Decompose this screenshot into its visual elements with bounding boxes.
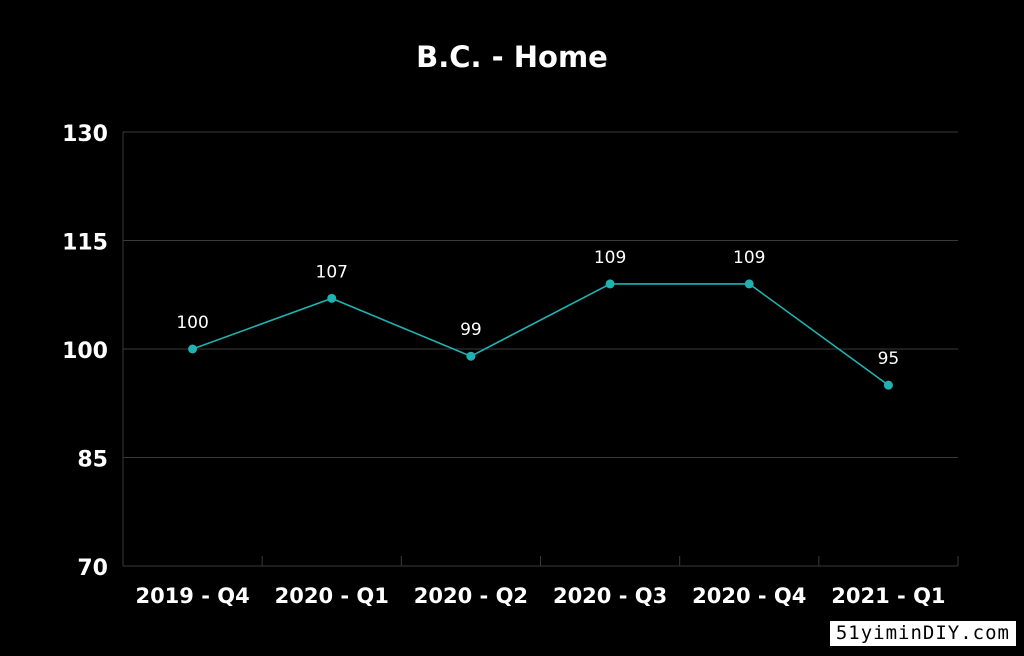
x-tick-label: 2020 - Q1: [275, 584, 389, 608]
y-tick-label: 100: [62, 339, 108, 364]
x-tick-label: 2020 - Q4: [692, 584, 806, 608]
x-tick-label: 2020 - Q2: [414, 584, 528, 608]
y-tick-labels: 70 85 100 115 130: [62, 122, 108, 581]
data-point: [188, 344, 198, 354]
data-label: 99: [460, 320, 482, 340]
watermark: 51yiminDIY.com: [829, 621, 1016, 646]
data-points: [188, 279, 893, 390]
y-tick-label: 85: [77, 448, 108, 473]
data-label: 95: [878, 349, 900, 369]
series-line: [192, 283, 889, 386]
x-tick-label: 2020 - Q3: [553, 584, 667, 608]
x-tick-label: 2021 - Q1: [831, 584, 945, 608]
gridlines: [123, 131, 958, 458]
data-point: [883, 380, 893, 390]
axes: [122, 132, 959, 567]
y-tick-label: 70: [77, 556, 108, 581]
data-point: [744, 279, 754, 289]
data-point: [605, 279, 615, 289]
data-label: 109: [594, 248, 626, 268]
data-label: 100: [176, 313, 208, 333]
data-point: [327, 293, 337, 303]
x-tick-label: 2019 - Q4: [135, 584, 249, 608]
series-line-layer: [192, 283, 889, 386]
y-tick-label: 130: [62, 122, 108, 147]
data-label: 107: [316, 262, 348, 282]
data-label: 109: [733, 248, 765, 268]
x-tick-labels: 2019 - Q4 2020 - Q1 2020 - Q2 2020 - Q3 2020…: [135, 584, 945, 608]
chart-title: B.C. - Home: [416, 40, 608, 74]
data-point: [466, 351, 476, 361]
data-labels: 100 107 99 109 109 95: [176, 248, 899, 369]
y-tick-label: 115: [62, 231, 108, 256]
